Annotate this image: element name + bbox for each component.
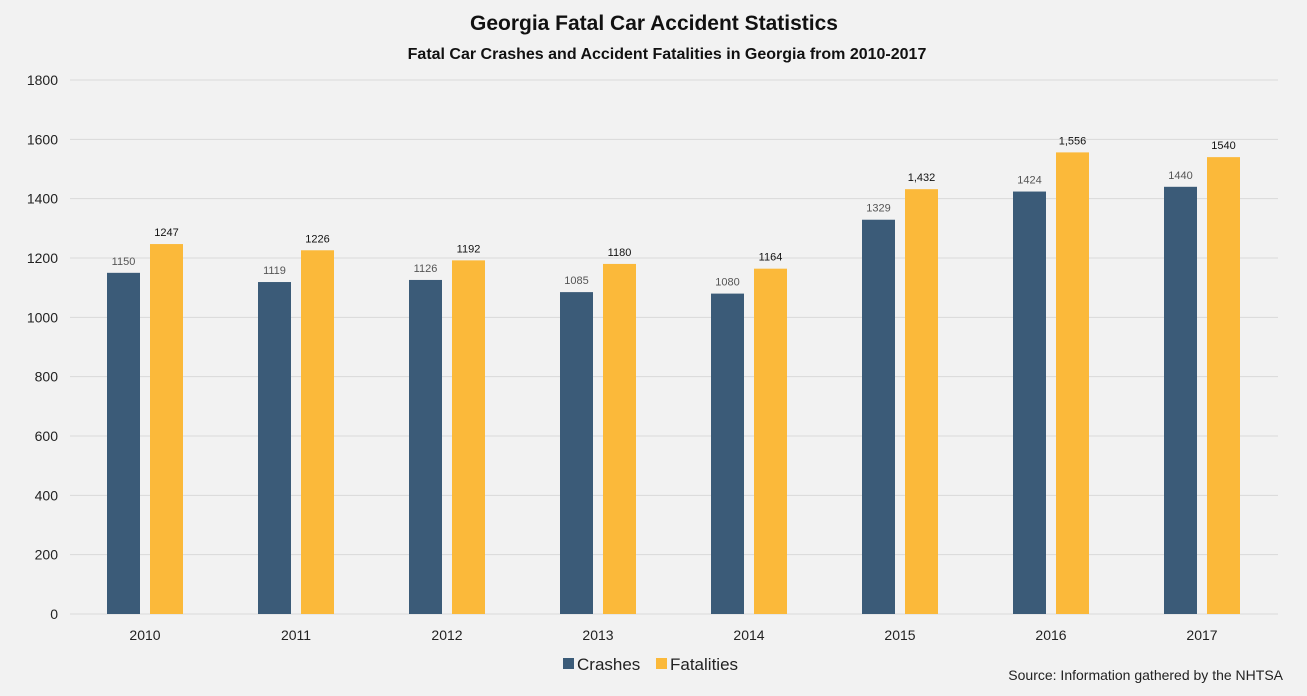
data-label-fatalities-2017: 1540 [1211,140,1235,152]
x-tick-label-2017: 2017 [1186,627,1217,643]
bar-fatalities-2014 [754,268,787,614]
legend-label-fatalities: Fatalities [670,655,738,674]
legend: Crashes Fatalities [563,655,738,674]
legend-swatch-crashes [563,658,574,669]
data-label-crashes-2011: 1119 [263,265,286,277]
bar-fatalities-2012 [452,260,485,614]
data-label-crashes-2014: 1080 [715,277,739,289]
data-label-crashes-2013: 1085 [564,275,588,287]
bar-crashes-2015 [862,219,895,615]
data-label-crashes-2010: 1150 [112,256,136,268]
bar-fatalities-2016 [1056,152,1089,615]
bar-fatalities-2015 [905,189,938,614]
y-tick-label: 1000 [27,309,58,325]
x-tick-label-2011: 2011 [281,627,311,643]
bar-crashes-2012 [409,279,442,614]
source-note: Source: Information gathered by the NHTS… [1008,667,1283,683]
gridlines [70,79,1278,615]
y-tick-label: 1600 [27,131,58,147]
bar-crashes-2017 [1164,186,1197,615]
y-tick-label: 1400 [27,191,58,207]
y-tick-label: 800 [35,369,59,385]
bar-fatalities-2010 [150,244,183,614]
bar-crashes-2011 [258,282,291,614]
x-tick-label-2010: 2010 [129,627,160,643]
bars [107,152,1240,615]
bar-crashes-2010 [107,272,140,614]
y-tick-label: 200 [35,547,59,563]
chart-title: Georgia Fatal Car Accident Statistics [470,12,838,35]
bar-crashes-2014 [711,293,744,614]
y-axis-ticks: 0 200 400 600 800 1000 1200 1400 1600 1800 [27,72,58,622]
y-tick-label: 1200 [27,250,58,266]
legend-label-crashes: Crashes [577,655,640,674]
y-tick-label: 600 [35,428,59,444]
chart-subtitle: Fatal Car Crashes and Accident Fatalitie… [408,46,927,63]
data-label-fatalities-2015: 1,432 [908,172,936,184]
x-tick-label-2012: 2012 [431,627,462,643]
data-labels: 1150 1247 1119 1226 1126 1192 1085 1180 1080 1164… [112,135,1236,288]
x-tick-label-2013: 2013 [582,627,613,643]
bar-crashes-2016 [1013,191,1046,614]
bar-fatalities-2017 [1207,157,1240,614]
x-tick-label-2016: 2016 [1035,627,1066,643]
bar-crashes-2013 [560,292,593,614]
data-label-crashes-2015: 1329 [866,203,890,215]
data-label-fatalities-2013: 1180 [608,247,632,259]
bar-fatalities-2011 [301,250,334,614]
data-label-fatalities-2010: 1247 [154,227,178,239]
data-label-fatalities-2012: 1192 [457,243,481,255]
y-tick-label: 1800 [27,72,58,88]
data-label-crashes-2012: 1126 [414,263,438,275]
y-tick-label: 400 [35,487,59,503]
data-label-fatalities-2011: 1226 [305,233,329,245]
bar-fatalities-2013 [603,263,636,614]
data-label-fatalities-2016: 1,556 [1059,135,1087,147]
data-label-fatalities-2014: 1164 [759,252,783,264]
data-label-crashes-2017: 1440 [1168,170,1192,182]
x-axis-ticks: 2010 2011 2012 2013 2014 2015 2016 2017 [129,627,1217,643]
x-tick-label-2014: 2014 [733,627,764,643]
legend-swatch-fatalities [656,658,667,669]
data-label-crashes-2016: 1424 [1017,175,1041,187]
x-tick-label-2015: 2015 [884,627,915,643]
y-tick-label: 0 [50,606,58,622]
